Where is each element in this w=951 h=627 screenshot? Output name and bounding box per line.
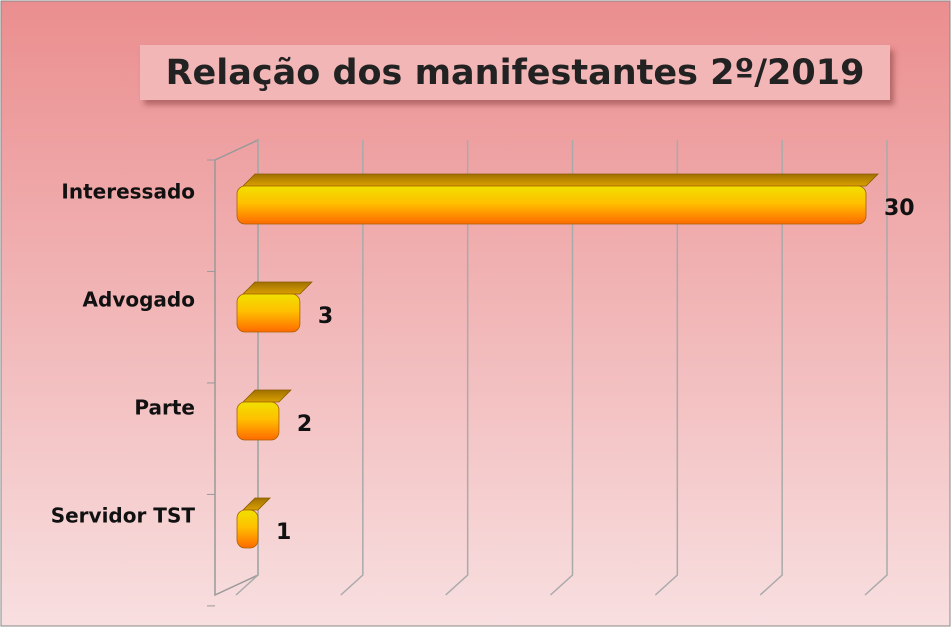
value-label: 1 (276, 520, 291, 545)
bar-top (242, 173, 879, 187)
value-label: 2 (297, 412, 312, 437)
grid-line (759, 140, 783, 596)
bar (236, 293, 301, 333)
bar (236, 185, 867, 225)
grid-line (549, 140, 574, 596)
bar (236, 401, 280, 441)
grid-line (864, 140, 888, 596)
grid-line (340, 140, 364, 596)
y-tick-label: Parte (134, 396, 195, 420)
y-tick-label: Advogado (83, 288, 195, 312)
title-box (140, 45, 890, 100)
value-label: 3 (318, 304, 333, 329)
bar-top (242, 497, 271, 511)
value-label: 30 (884, 196, 915, 221)
y-tick-label: Servidor TST (51, 504, 196, 528)
bar (236, 509, 259, 549)
grid-line (654, 140, 679, 596)
bar-top (242, 281, 313, 295)
chart-title: Relação dos manifestantes 2º/2019 (166, 53, 865, 93)
grid-line (445, 140, 469, 596)
y-tick-label: Interessado (61, 180, 195, 204)
